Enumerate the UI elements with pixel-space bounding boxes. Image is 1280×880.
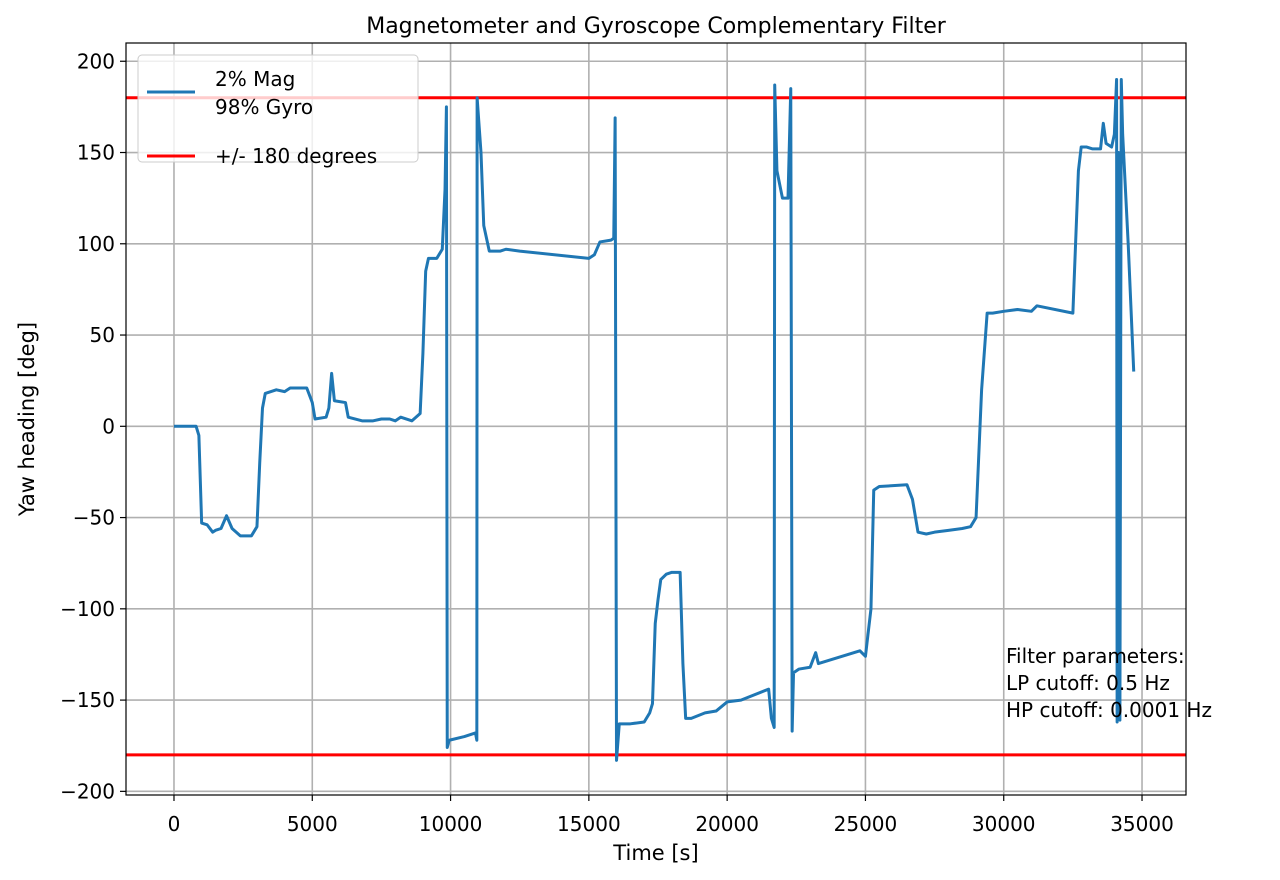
y-tick-label: −150	[60, 688, 115, 712]
chart-title: Magnetometer and Gyroscope Complementary…	[366, 14, 947, 39]
x-tick-label: 0	[168, 812, 181, 836]
legend-label-line: 2% Mag	[215, 67, 295, 91]
y-tick-label: 200	[77, 49, 115, 73]
x-tick-label: 5000	[287, 812, 338, 836]
x-tick-label: 25000	[834, 812, 898, 836]
y-tick-label: −50	[73, 506, 115, 530]
x-tick-label: 30000	[972, 812, 1036, 836]
annotation: Filter parameters: LP cutoff: 0.5 Hz HP cu…	[1006, 644, 1212, 722]
legend-label-line: 98% Gyro	[215, 95, 313, 119]
annotation-line: Filter parameters:	[1006, 644, 1185, 668]
y-tick-label: −200	[60, 779, 115, 803]
annotation-line: HP cutoff: 0.0001 Hz	[1006, 698, 1212, 722]
legend-label: +/- 180 degrees	[215, 144, 377, 168]
data-line	[173, 78, 1136, 762]
y-tick-label: 0	[102, 414, 115, 438]
y-tick-label: 100	[77, 232, 115, 256]
legend-label: 2% Mag 98% Gyro	[215, 67, 313, 119]
x-tick-label: 20000	[695, 812, 759, 836]
x-tick-label: 35000	[1110, 812, 1174, 836]
y-tick-label: 50	[90, 323, 115, 347]
plot-frame	[125, 42, 1187, 796]
y-axis-label: Yaw heading [deg]	[15, 322, 39, 517]
x-tick-label: 10000	[419, 812, 483, 836]
annotation-line: LP cutoff: 0.5 Hz	[1006, 671, 1170, 695]
x-axis-label: Time [s]	[612, 841, 698, 865]
y-tick-label: −100	[60, 597, 115, 621]
y-tick-label: 150	[77, 141, 115, 165]
x-tick-label: 15000	[557, 812, 621, 836]
legend-box	[137, 54, 419, 163]
